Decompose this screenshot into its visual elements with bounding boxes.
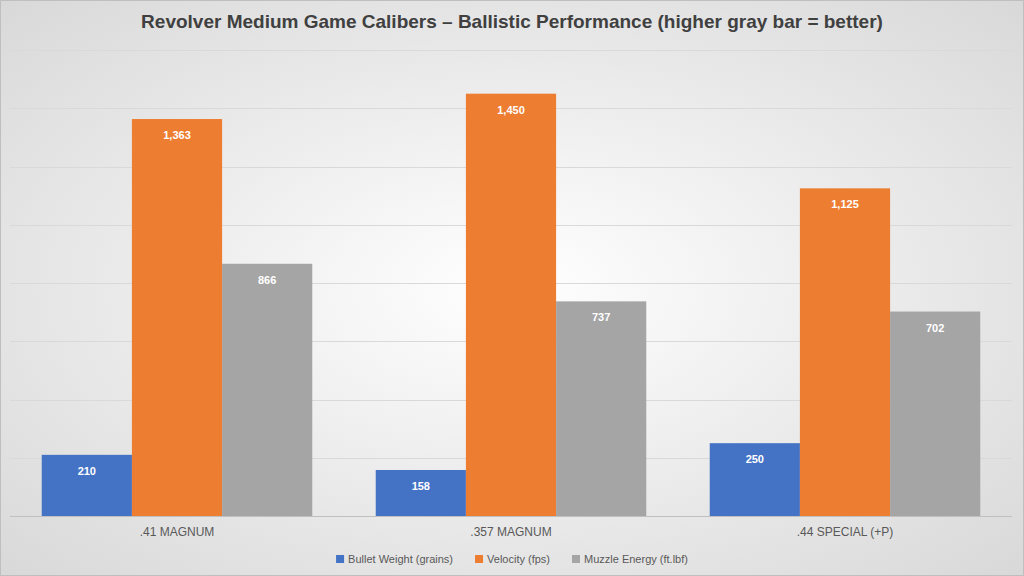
bar [800, 188, 890, 516]
data-label: 210 [78, 465, 96, 477]
bar [556, 301, 646, 516]
legend-swatch [572, 555, 580, 563]
legend-label: Bullet Weight (grains) [348, 553, 453, 565]
data-label: 158 [412, 480, 430, 492]
bar [222, 264, 312, 516]
data-label: 702 [926, 322, 944, 334]
grid-line [10, 50, 1012, 51]
bar [42, 455, 132, 516]
data-label: 1,125 [831, 198, 859, 210]
bar [710, 443, 800, 516]
title: Revolver Medium Game Calibers – Ballisti… [141, 11, 883, 32]
bars [42, 94, 981, 516]
x-axis-labels: .41 MAGNUM .357 MAGNUM .44 SPECIAL (+P) [140, 525, 894, 539]
bar [466, 94, 556, 516]
legend-item: Velocity (fps) [475, 553, 550, 565]
x-axis-line [10, 516, 1012, 517]
legend-item: Muzzle Energy (ft.lbf) [572, 553, 688, 565]
grid [10, 51, 1012, 517]
x-tick-label: .44 SPECIAL (+P) [797, 525, 894, 539]
legend-item: Bullet Weight (grains) [336, 553, 453, 565]
legend-label: Velocity (fps) [487, 553, 550, 565]
background [1, 1, 1024, 576]
data-label: 866 [258, 274, 276, 286]
legend: Bullet Weight (grains) Velocity (fps) Muzz… [336, 553, 688, 565]
data-label: 1,450 [497, 104, 525, 116]
x-tick-label: .357 MAGNUM [470, 525, 551, 539]
chart-svg: Revolver Medium Game Calibers – Ballisti… [0, 0, 1024, 576]
legend-swatch [336, 555, 344, 563]
bar [890, 312, 980, 516]
chart-container: Revolver Medium Game Calibers – Ballisti… [0, 0, 1024, 576]
data-labels: 210 158 250 1,363 1,450 1,125 866 737 702 [78, 104, 945, 492]
x-tick-label: .41 MAGNUM [140, 525, 215, 539]
data-label: 1,363 [163, 129, 191, 141]
bar [132, 119, 222, 516]
data-label: 250 [746, 453, 764, 465]
data-label: 737 [592, 311, 610, 323]
legend-label: Muzzle Energy (ft.lbf) [584, 553, 688, 565]
bar [376, 470, 466, 516]
legend-swatch [475, 555, 483, 563]
grid-line [10, 516, 1012, 517]
